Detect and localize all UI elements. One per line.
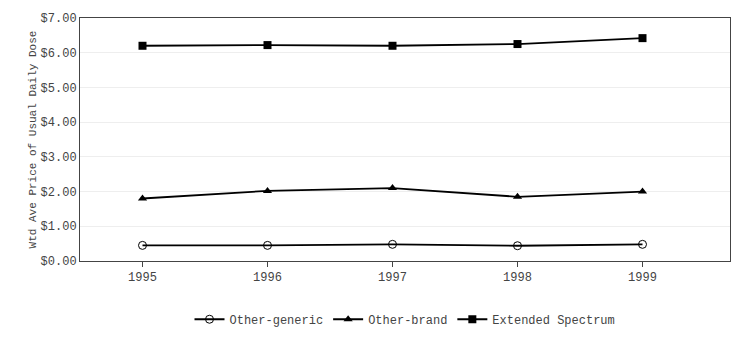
svg-text:1995: 1995 <box>128 271 157 285</box>
svg-text:1998: 1998 <box>503 271 532 285</box>
svg-text:Wtd Ave Price of Usual Daily D: Wtd Ave Price of Usual Daily Dose <box>27 31 39 249</box>
svg-text:$1.00: $1.00 <box>41 220 77 234</box>
svg-text:$4.00: $4.00 <box>41 116 77 130</box>
svg-text:$7.00: $7.00 <box>41 12 77 26</box>
svg-text:$3.00: $3.00 <box>41 151 77 165</box>
svg-text:$2.00: $2.00 <box>41 186 77 200</box>
svg-text:$6.00: $6.00 <box>41 47 77 61</box>
svg-text:Other-brand: Other-brand <box>368 314 447 328</box>
svg-text:1997: 1997 <box>378 271 407 285</box>
svg-text:$0.00: $0.00 <box>41 255 77 269</box>
svg-text:1996: 1996 <box>253 271 282 285</box>
svg-text:$5.00: $5.00 <box>41 82 77 96</box>
svg-text:Other-generic: Other-generic <box>230 314 324 328</box>
svg-text:Extended Spectrum: Extended Spectrum <box>492 314 614 328</box>
svg-text:1999: 1999 <box>628 271 657 285</box>
